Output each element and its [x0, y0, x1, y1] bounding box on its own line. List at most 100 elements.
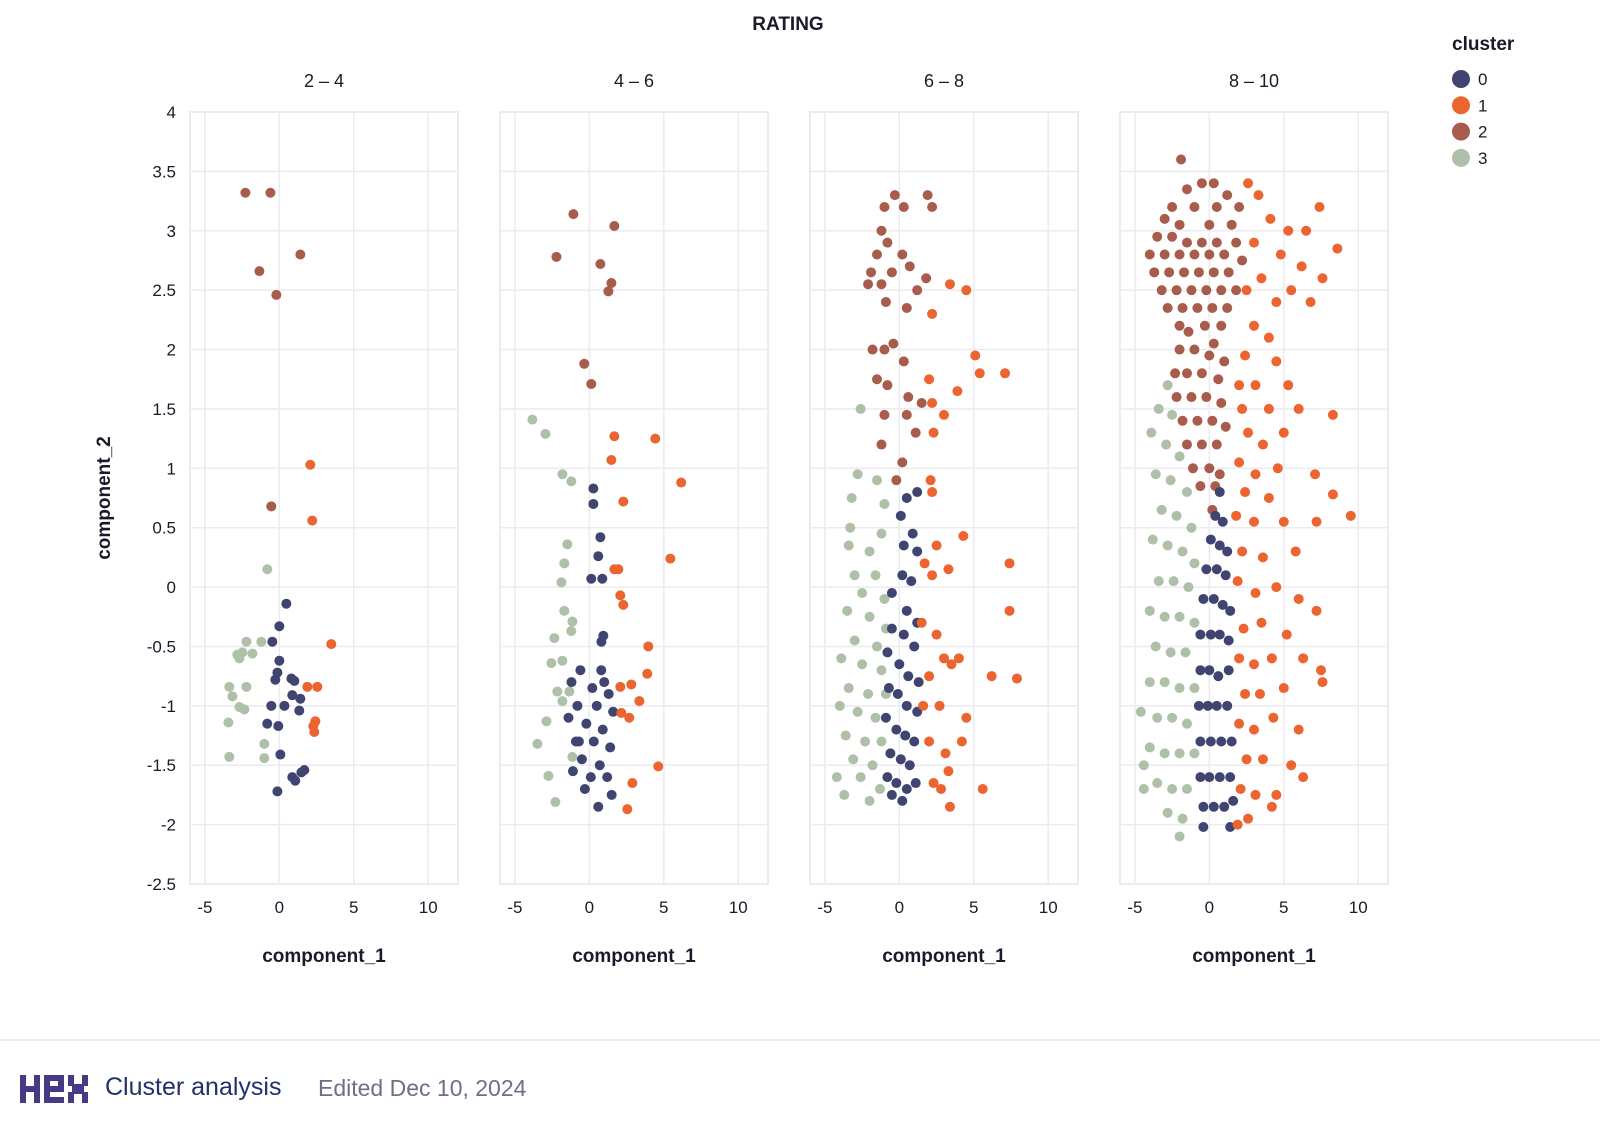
data-point-cluster-1 — [940, 748, 951, 759]
data-point-cluster-0 — [1205, 736, 1216, 747]
data-point-cluster-1 — [918, 700, 929, 711]
data-point-cluster-3 — [564, 686, 575, 697]
data-point-cluster-1 — [1249, 320, 1259, 331]
data-point-cluster-3 — [1182, 487, 1192, 498]
data-point-cluster-0 — [588, 483, 599, 494]
data-point-cluster-1 — [626, 679, 637, 690]
data-point-cluster-3 — [566, 476, 577, 487]
data-point-cluster-3 — [1144, 605, 1155, 616]
data-point-cluster-2 — [579, 358, 590, 369]
data-point-cluster-1 — [1004, 605, 1015, 616]
data-point-cluster-2 — [1208, 338, 1219, 349]
data-point-cluster-2 — [910, 427, 921, 438]
data-point-cluster-2 — [867, 344, 878, 355]
data-point-cluster-0 — [1226, 736, 1237, 747]
data-point-cluster-2 — [1216, 320, 1227, 331]
data-point-cluster-2 — [1167, 231, 1178, 242]
plot-frame — [189, 111, 459, 885]
data-point-cluster-0 — [897, 795, 908, 806]
y-tick-label: 4 — [167, 103, 176, 122]
data-point-cluster-2 — [1156, 285, 1167, 296]
data-point-cluster-2 — [1177, 302, 1188, 313]
data-point-cluster-1 — [1332, 243, 1343, 254]
data-point-cluster-3 — [879, 593, 890, 604]
data-point-cluster-1 — [1293, 724, 1304, 735]
data-point-cluster-3 — [1162, 807, 1173, 818]
data-point-cluster-1 — [939, 653, 949, 664]
data-point-cluster-0 — [886, 588, 897, 599]
data-point-cluster-2 — [1223, 267, 1234, 278]
data-point-cluster-1 — [1235, 783, 1246, 794]
data-point-cluster-1 — [924, 671, 935, 682]
data-point-cluster-1 — [676, 477, 687, 488]
data-point-cluster-3 — [1159, 677, 1170, 688]
app-title[interactable]: Cluster analysis — [105, 1073, 282, 1101]
data-point-cluster-1 — [615, 681, 626, 692]
data-point-cluster-1 — [1317, 677, 1328, 688]
data-point-cluster-3 — [1152, 712, 1163, 723]
x-tick-label: -5 — [1127, 898, 1142, 917]
data-point-cluster-1 — [1254, 688, 1265, 699]
legend-item-2[interactable]: 2 — [1452, 122, 1487, 142]
data-point-cluster-1 — [1234, 457, 1245, 468]
data-point-cluster-1 — [1231, 510, 1242, 521]
data-point-cluster-0 — [1208, 593, 1219, 604]
edited-date: Edited Dec 10, 2024 — [318, 1075, 527, 1101]
data-point-cluster-0 — [608, 706, 619, 717]
data-point-cluster-2 — [876, 279, 887, 290]
data-point-cluster-3 — [241, 681, 252, 692]
data-point-cluster-1 — [1240, 487, 1251, 498]
data-point-cluster-3 — [864, 611, 875, 622]
data-point-cluster-0 — [895, 510, 906, 521]
data-point-cluster-1 — [919, 558, 930, 569]
data-point-cluster-1 — [302, 681, 313, 692]
facets: 4 3.5 3 2.5 2 1.5 1 0.5 0 -0.5 -1 -1.5 -2 -2.5 -5 0 5 10 2… — [147, 71, 1389, 967]
data-point-cluster-0 — [602, 772, 613, 783]
facet-panel: -5 0 5 10 8 – 10 component_1 — [1119, 71, 1389, 967]
data-point-cluster-2 — [1171, 392, 1182, 403]
data-point-cluster-0 — [1223, 665, 1234, 676]
data-point-cluster-0 — [597, 724, 608, 735]
data-point-cluster-1 — [1263, 332, 1274, 343]
data-point-cluster-3 — [842, 605, 853, 616]
data-point-cluster-3 — [876, 665, 887, 676]
data-point-cluster-3 — [557, 469, 568, 480]
y-tick-label: 2.5 — [152, 281, 176, 300]
data-point-cluster-1 — [1004, 558, 1015, 569]
data-point-cluster-2 — [901, 409, 912, 420]
data-point-cluster-1 — [958, 531, 969, 542]
data-point-cluster-3 — [562, 539, 573, 550]
data-point-cluster-2 — [866, 267, 877, 278]
legend-item-0[interactable]: 0 — [1452, 70, 1487, 89]
data-point-cluster-2 — [888, 338, 899, 349]
legend-item-1[interactable]: 1 — [1452, 96, 1487, 115]
legend-marker — [1452, 148, 1470, 167]
data-point-cluster-2 — [1199, 320, 1210, 331]
hex-logo[interactable] — [20, 1075, 90, 1103]
footer: Cluster analysis Edited Dec 10, 2024 — [0, 1039, 1600, 1142]
data-point-cluster-1 — [1317, 273, 1328, 284]
legend[interactable]: cluster 0 1 2 3 — [1452, 34, 1515, 168]
data-point-cluster-3 — [557, 696, 568, 707]
data-point-cluster-1 — [970, 350, 981, 361]
data-point-cluster-2 — [921, 273, 932, 284]
data-point-cluster-1 — [924, 374, 935, 385]
data-point-cluster-3 — [540, 428, 551, 439]
data-point-cluster-0 — [1198, 593, 1209, 604]
data-point-cluster-3 — [843, 540, 854, 551]
data-point-cluster-2 — [880, 297, 891, 308]
y-tick-label: -1 — [161, 697, 176, 716]
data-point-cluster-2 — [897, 457, 908, 468]
data-point-cluster-3 — [546, 658, 557, 669]
data-point-cluster-0 — [885, 748, 896, 759]
data-point-cluster-0 — [595, 532, 606, 543]
data-point-cluster-1 — [931, 629, 942, 640]
data-point-cluster-1 — [934, 700, 945, 711]
legend-item-3[interactable]: 3 — [1452, 148, 1487, 168]
data-point-cluster-2 — [1196, 178, 1207, 189]
facet-panel: -5 0 5 10 4 – 6 component_1 — [499, 71, 769, 967]
data-point-cluster-2 — [1186, 285, 1197, 296]
data-point-cluster-1 — [1256, 617, 1267, 628]
data-point-cluster-3 — [559, 558, 570, 569]
data-point-cluster-1 — [1271, 789, 1282, 800]
